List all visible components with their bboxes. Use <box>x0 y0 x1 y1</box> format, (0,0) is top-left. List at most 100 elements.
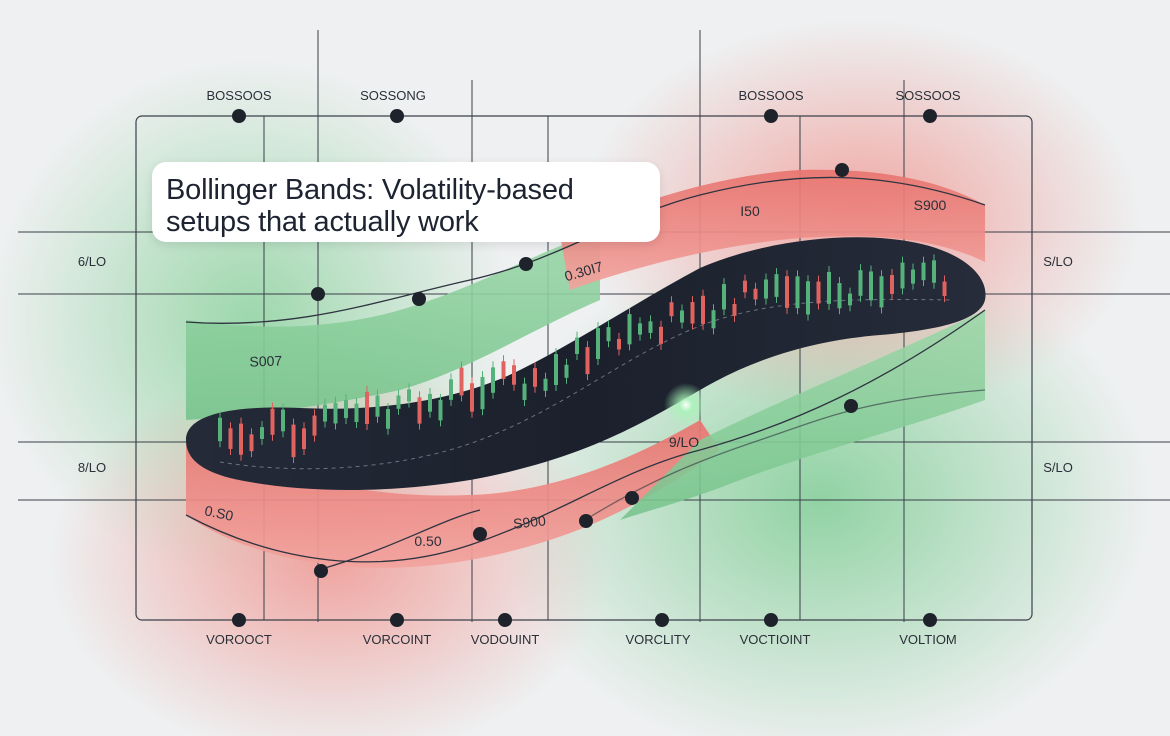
candle <box>501 361 506 380</box>
candle <box>617 338 621 350</box>
candle <box>921 262 926 281</box>
candle <box>354 403 359 423</box>
candle <box>365 391 369 425</box>
candle <box>302 428 306 450</box>
marker-dot <box>625 491 639 505</box>
top-label: SOSSOOS <box>895 88 960 103</box>
candle <box>942 281 947 296</box>
candle <box>239 423 243 455</box>
candle <box>575 337 579 354</box>
candle <box>218 417 222 442</box>
band-label: S900 <box>914 197 947 213</box>
band-label: 0.S0 <box>203 502 235 524</box>
candle <box>764 279 768 299</box>
candle <box>627 314 632 345</box>
marker-dot <box>835 163 849 177</box>
candle <box>533 368 537 387</box>
candlestick-series <box>218 254 947 464</box>
band-label: S900 <box>512 512 546 531</box>
middle-band-line <box>219 298 951 470</box>
candle <box>680 310 684 323</box>
candle <box>459 367 464 396</box>
left-label: 6/LO <box>78 254 106 269</box>
candle <box>816 281 821 304</box>
candle <box>827 271 831 304</box>
band-label: 0.50 <box>414 533 441 549</box>
marker-dot <box>764 109 778 123</box>
candle <box>291 424 296 458</box>
candle <box>806 281 810 315</box>
candle <box>638 323 642 335</box>
labels: BOSSOOS SOSSONG BOSSOOS SOSSOOS VOROOCT VORCO… <box>78 88 1073 647</box>
candle <box>732 303 737 316</box>
marker-dot <box>412 292 426 306</box>
plot-frame <box>135 115 1033 621</box>
candle <box>480 376 485 410</box>
candle <box>606 327 611 342</box>
candle <box>428 393 432 412</box>
upper-band-wall-right <box>560 169 985 290</box>
title-card: Bollinger Bands: Volatility-based setups… <box>152 162 660 242</box>
candle <box>312 415 317 436</box>
candle <box>449 379 453 400</box>
candle <box>564 364 569 378</box>
candle <box>890 275 894 294</box>
marker-dot <box>314 564 328 578</box>
candle <box>911 269 915 284</box>
markers <box>232 109 937 627</box>
marker-dot <box>655 613 669 627</box>
candle <box>249 434 254 452</box>
candle <box>522 383 527 401</box>
candle <box>344 400 348 419</box>
candle <box>837 283 842 309</box>
candle <box>753 288 758 300</box>
candle <box>795 276 800 309</box>
candle <box>848 293 852 306</box>
candle <box>879 276 884 308</box>
candle <box>396 395 401 409</box>
marker-dot <box>764 613 778 627</box>
chart-title-line-2: setups that actually work <box>166 206 479 238</box>
candle <box>932 260 936 283</box>
candle <box>722 284 726 310</box>
candle <box>900 262 905 289</box>
candle <box>701 295 705 324</box>
candle <box>774 274 779 297</box>
candle <box>270 408 275 435</box>
candle <box>869 271 873 301</box>
candle <box>648 321 653 333</box>
band-label: 9/LO <box>669 434 699 450</box>
lower-band-wall <box>186 420 720 568</box>
bottom-label: VOROOCT <box>206 632 272 647</box>
chart-title-line-1: Bollinger Bands: Volatility-based <box>166 174 574 206</box>
marker-dot <box>923 109 937 123</box>
band-label: I50 <box>740 203 760 219</box>
top-label: SOSSONG <box>360 88 426 103</box>
candle <box>438 399 443 421</box>
bottom-label: VODOUINT <box>471 632 540 647</box>
right-label: S/LO <box>1043 460 1073 475</box>
lower-band-wall-right <box>620 310 985 520</box>
top-label: BOSSOOS <box>738 88 803 103</box>
candle <box>690 302 695 324</box>
marker-dot <box>473 527 487 541</box>
candle <box>554 354 558 385</box>
candle <box>669 302 674 317</box>
candle <box>743 280 747 293</box>
candle <box>386 409 390 429</box>
bottom-label: VOLTIOM <box>899 632 957 647</box>
bottom-label: VORCOINT <box>363 632 432 647</box>
marker-dot <box>519 257 533 271</box>
candle <box>228 428 233 449</box>
candle <box>260 427 264 439</box>
candle <box>323 404 327 422</box>
upper-band-wall-left <box>186 230 600 420</box>
bottom-label: VORCLITY <box>625 632 690 647</box>
marker-dot <box>923 613 937 627</box>
candle <box>585 347 590 375</box>
candle <box>785 276 789 308</box>
candle <box>543 378 548 391</box>
top-label: BOSSOOS <box>206 88 271 103</box>
marker-dot <box>579 514 593 528</box>
